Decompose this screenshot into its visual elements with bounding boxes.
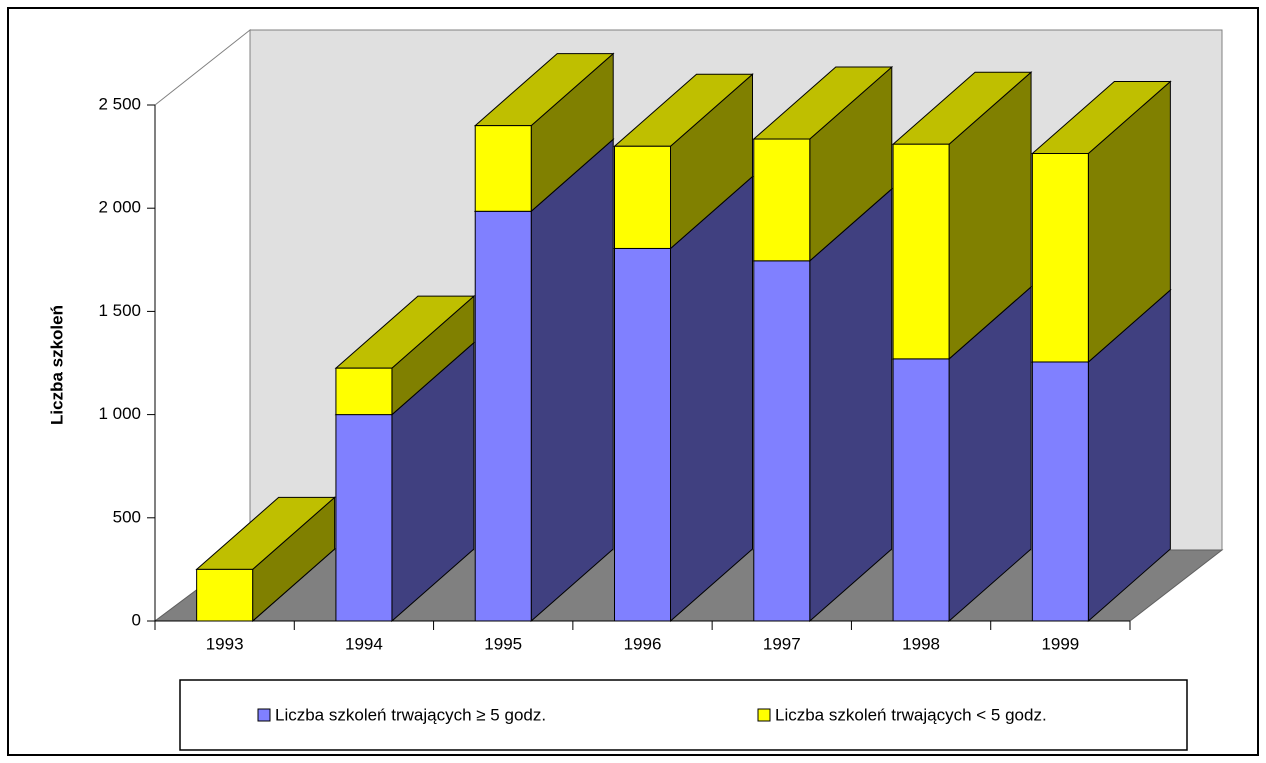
legend-label: Liczba szkoleń trwających ≥ 5 godz. xyxy=(275,705,546,724)
bar xyxy=(614,145,671,249)
side-wall xyxy=(154,28,251,622)
x-tick-label: 1993 xyxy=(206,634,244,653)
y-tick-label: 500 xyxy=(113,507,141,526)
y-tick-label: 2 000 xyxy=(98,198,141,217)
legend-swatch xyxy=(757,708,771,722)
legend-swatch xyxy=(257,708,271,722)
x-tick-label: 1994 xyxy=(345,634,383,653)
bar xyxy=(335,367,393,416)
bar xyxy=(196,568,254,622)
y-tick-label: 2 500 xyxy=(98,94,141,113)
x-tick-label: 1995 xyxy=(484,634,522,653)
x-tick-label: 1996 xyxy=(624,634,662,653)
x-tick-label: 1997 xyxy=(763,634,801,653)
bar-side xyxy=(670,175,753,623)
bar xyxy=(335,414,393,622)
y-tick-label: 1 000 xyxy=(98,404,141,423)
bar xyxy=(614,247,671,622)
y-tick-label: 0 xyxy=(132,610,141,629)
bar xyxy=(892,358,950,622)
x-tick-label: 1998 xyxy=(902,634,940,653)
bar xyxy=(753,138,811,262)
bar-side xyxy=(530,138,614,623)
y-axis-label: Liczba szkoleń xyxy=(47,305,66,425)
legend-label: Liczba szkoleń trwających < 5 godz. xyxy=(775,705,1047,724)
bar xyxy=(474,210,532,622)
bar xyxy=(1031,361,1089,622)
x-tick-label: 1999 xyxy=(1041,634,1079,653)
bar xyxy=(753,260,811,622)
legend xyxy=(179,679,1188,751)
y-tick-label: 1 500 xyxy=(98,301,141,320)
bar xyxy=(474,125,532,212)
bar xyxy=(1031,153,1089,363)
bar xyxy=(892,143,950,360)
bar-side xyxy=(809,187,893,623)
